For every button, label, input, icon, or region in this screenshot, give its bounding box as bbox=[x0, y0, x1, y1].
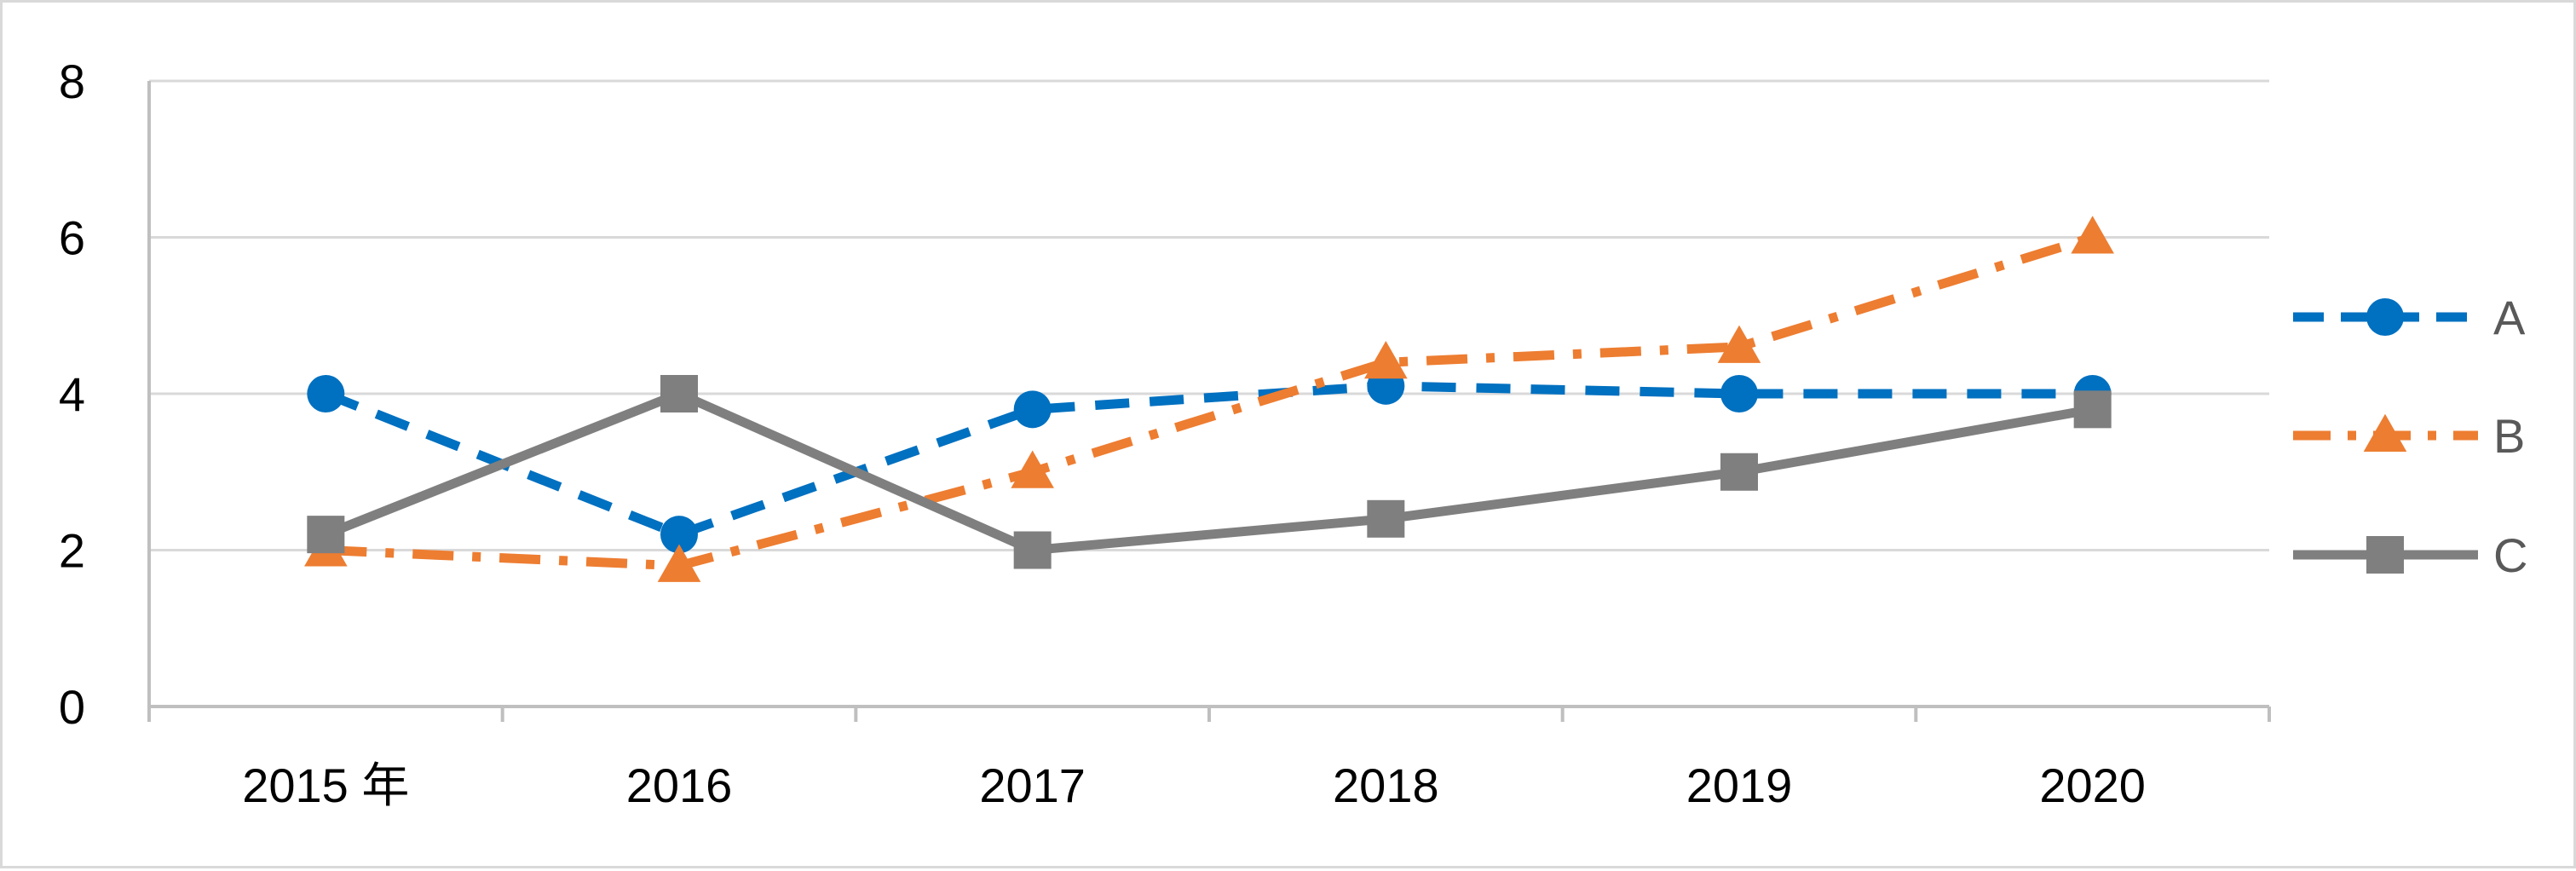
y-tick-label: 4 bbox=[59, 367, 85, 421]
legend-item-B: B bbox=[2293, 409, 2525, 463]
x-tick-label: 2016 bbox=[626, 759, 733, 812]
legend-label-C: C bbox=[2493, 528, 2527, 582]
y-tick-label: 2 bbox=[59, 524, 85, 578]
data-point-C bbox=[1367, 499, 1405, 538]
legend-marker-A bbox=[2366, 298, 2404, 336]
series-B bbox=[304, 216, 2114, 582]
y-tick-label: 8 bbox=[59, 55, 85, 108]
series-C bbox=[307, 375, 2112, 569]
x-tick-label: 2018 bbox=[1333, 759, 1439, 812]
series-A bbox=[307, 366, 2112, 554]
data-point-C bbox=[660, 375, 698, 412]
legend-item-A: A bbox=[2293, 291, 2526, 344]
legend-marker-B bbox=[2363, 413, 2407, 452]
data-point-C bbox=[307, 516, 345, 554]
data-point-B bbox=[1717, 325, 1761, 363]
data-point-B bbox=[657, 544, 701, 582]
series-lines bbox=[304, 216, 2114, 582]
legend-item-C: C bbox=[2293, 528, 2527, 582]
axes bbox=[147, 81, 2271, 722]
data-point-B bbox=[1011, 450, 1054, 488]
x-tick-label: 2017 bbox=[979, 759, 1086, 812]
series-line-B bbox=[326, 233, 2095, 571]
x-tick-label: 2015 年 bbox=[242, 759, 409, 812]
x-tick-label: 2019 bbox=[1686, 759, 1793, 812]
line-chart: 0 2 4 6 8 2015 年 2016 2017 2018 2019 2020 A B C bbox=[59, 55, 2528, 812]
y-tick-label: 0 bbox=[59, 680, 85, 734]
x-axis-tick-labels: 2015 年 2016 2017 2018 2019 2020 bbox=[242, 759, 2146, 812]
data-point-B bbox=[1364, 341, 1408, 379]
data-point-A bbox=[1013, 390, 1052, 429]
data-point-C bbox=[1720, 453, 1758, 491]
data-point-C bbox=[1013, 531, 1052, 569]
data-point-A bbox=[1720, 375, 1758, 412]
x-tick-label: 2020 bbox=[2039, 759, 2146, 812]
legend-marker-C bbox=[2366, 536, 2404, 574]
data-point-B bbox=[2071, 216, 2114, 254]
legend-label-B: B bbox=[2493, 409, 2525, 463]
legend-label-A: A bbox=[2493, 291, 2526, 344]
data-point-A bbox=[660, 516, 698, 554]
series-line-A bbox=[324, 381, 2093, 539]
data-point-A bbox=[307, 375, 345, 412]
y-tick-label: 6 bbox=[59, 211, 85, 265]
y-axis-tick-labels: 0 2 4 6 8 bbox=[59, 55, 85, 734]
legend: A B C bbox=[2293, 291, 2527, 582]
data-point-C bbox=[2073, 390, 2112, 429]
series-line-C bbox=[324, 389, 2094, 555]
